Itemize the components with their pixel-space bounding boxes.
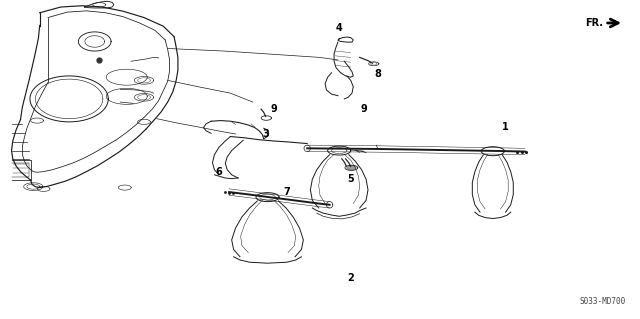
Text: 6: 6 — [216, 167, 222, 177]
Text: 2: 2 — [348, 273, 354, 283]
Text: 5: 5 — [348, 174, 354, 184]
Text: 1: 1 — [502, 122, 509, 132]
Text: 8: 8 — [374, 69, 381, 79]
Text: 9: 9 — [271, 104, 277, 114]
Text: 9: 9 — [360, 104, 367, 114]
Polygon shape — [347, 166, 356, 170]
Text: 7: 7 — [284, 187, 290, 197]
Text: 3: 3 — [262, 129, 269, 139]
Text: S033-MD700: S033-MD700 — [580, 297, 626, 306]
Text: FR.: FR. — [585, 18, 603, 28]
Text: 4: 4 — [336, 23, 342, 33]
